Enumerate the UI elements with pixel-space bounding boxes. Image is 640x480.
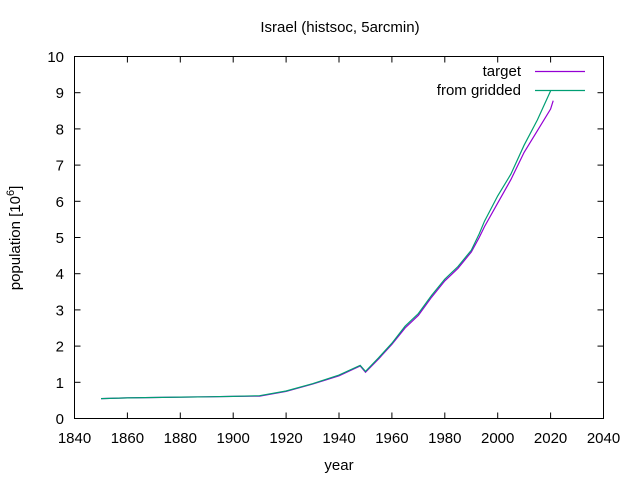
y-tick-label: 1 [56,375,64,392]
legend-label-target: target [483,63,522,80]
y-axis: 0 1 2 3 4 5 6 7 8 9 10 [47,49,604,428]
x-tick-label: 1980 [428,430,461,447]
legend-label-from-gridded: from gridded [437,82,521,99]
x-tick-label: 1960 [375,430,408,447]
y-tick-label: 8 [56,121,64,138]
y-axis-label-suffix: ] [7,186,24,190]
chart-title: Israel (histsoc, 5arcmin) [260,19,419,36]
x-axis-label: year [324,457,353,474]
y-tick-label: 2 [56,339,64,356]
x-tick-label: 1840 [58,430,91,447]
x-tick-label: 1880 [164,430,197,447]
y-axis-label-exponent: 6 [5,190,17,196]
legend: target from gridded [437,63,585,99]
x-tick-label: 2020 [534,430,567,447]
x-tick-label: 2040 [587,430,620,447]
x-tick-label: 1920 [269,430,302,447]
x-axis: 1840 1860 1880 1900 1920 1940 1960 1980 2000 2020… [58,56,620,447]
y-tick-label: 4 [56,266,64,283]
y-tick-label: 6 [56,194,64,211]
y-axis-label-base: population [10 [7,196,24,290]
x-tick-label: 1860 [111,430,144,447]
y-tick-label: 0 [56,411,64,428]
series-lines [100,90,554,400]
x-tick-label: 1900 [217,430,250,447]
plot-frame [74,56,604,419]
y-tick-label: 9 [56,85,64,102]
x-tick-label: 1940 [322,430,355,447]
y-tick-label: 10 [47,49,64,66]
y-axis-label: population [106] [5,186,24,291]
series-line-target [100,100,554,400]
x-tick-label: 2000 [481,430,514,447]
y-tick-label: 7 [56,158,64,175]
y-tick-label: 3 [56,302,64,319]
series-line-from-gridded [100,90,552,400]
y-tick-label: 5 [56,230,64,247]
